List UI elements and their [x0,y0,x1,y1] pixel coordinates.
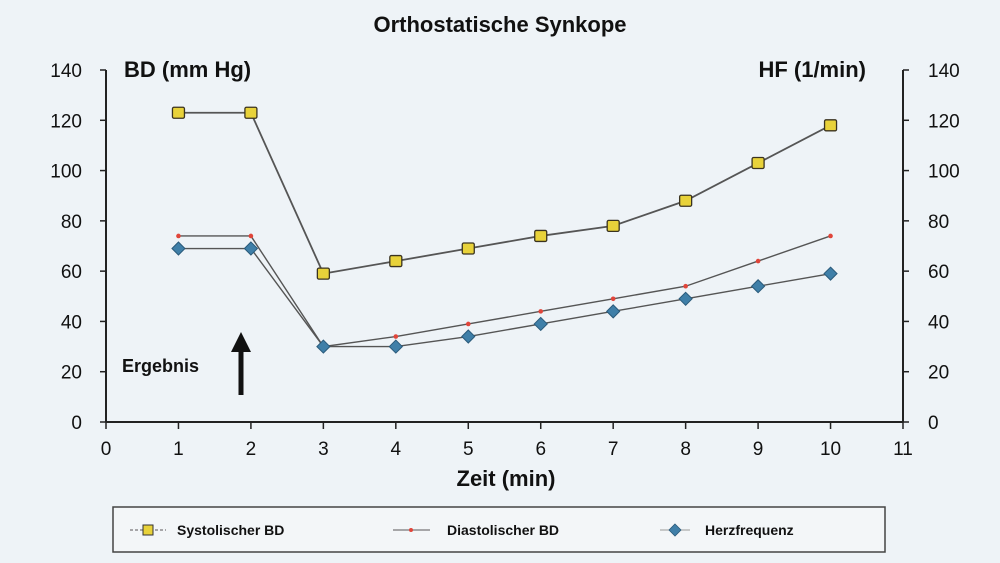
right-y-ticks: 0 20 40 60 80 100 120 140 [903,61,960,434]
data-point [533,316,548,332]
x-tick-label: 4 [391,439,402,460]
y-right-tick-label: 120 [928,111,960,132]
x-tick-label: 7 [608,439,619,460]
y-right-tick-label: 40 [928,312,949,333]
y-tick-label: 20 [61,363,82,384]
x-tick-label: 11 [893,439,913,460]
y-tick-label: 120 [50,111,82,132]
y-tick-label: 80 [61,212,82,233]
y-tick-label: 40 [61,312,82,333]
y-tick-label: 100 [50,162,82,183]
series-dot [176,233,833,349]
data-point [750,279,766,294]
legend-label: Systolischer BD [177,522,284,538]
square-marker-icon [142,524,154,536]
data-point [243,241,259,256]
annotation-ergebnis: Ergebnis [122,356,199,376]
series-layer [171,106,838,354]
data-point [316,339,331,354]
y-right-tick-label: 140 [928,61,960,82]
data-point [751,156,765,170]
data-point [610,296,616,302]
series-diamond [171,241,838,354]
x-tick-label: 3 [318,439,329,460]
y-tick-label: 140 [50,61,82,82]
data-point [171,241,186,256]
y-right-tick-label: 60 [928,262,949,283]
data-point [461,329,476,344]
legend: Systolischer BD Diastolischer BD Herzfre… [112,506,886,553]
x-tick-label: 6 [535,439,546,460]
right-axis-unit: HF (1/min) [758,57,866,82]
data-point [678,194,693,207]
series-square [171,106,838,280]
x-tick-label: 9 [753,439,764,460]
legend-item-diastolic: Diastolischer BD [393,522,559,538]
data-point [683,283,688,289]
axes [105,70,904,423]
data-point [316,267,331,280]
x-axis-label: Zeit (min) [457,466,556,491]
y-tick-label: 60 [61,262,82,283]
y-tick-label: 0 [71,413,82,434]
x-tick-label: 5 [463,439,474,460]
data-point [605,304,621,319]
y-right-tick-label: 0 [928,413,939,434]
legend-item-herzfrequenz: Herzfrequenz [660,522,794,538]
y-right-tick-label: 100 [928,162,960,183]
dot-marker-icon [409,528,413,532]
data-point [388,339,404,354]
data-point [538,309,544,314]
x-tick-label: 8 [680,439,691,460]
data-point [534,229,548,243]
data-point [244,106,258,119]
data-point [393,334,399,339]
legend-label: Diastolischer BD [447,522,559,538]
x-tick-label: 2 [246,439,257,460]
y-right-tick-label: 80 [928,212,949,233]
y-right-tick-label: 20 [928,363,949,384]
legend-label: Herzfrequenz [705,522,794,538]
left-axis-unit: BD (mm Hg) [124,57,251,82]
data-point [461,242,475,255]
data-point [678,291,693,307]
left-y-ticks: 0 20 40 60 80 100 120 140 [50,61,106,434]
data-point [755,258,761,264]
data-point [465,321,471,327]
data-point [171,106,186,119]
data-point [823,119,838,132]
data-point [828,233,833,239]
chart-title: Orthostatische Synkope [373,12,626,37]
data-point [389,254,403,268]
x-tick-label: 0 [101,439,112,460]
x-tick-label: 10 [820,439,841,460]
data-point [248,233,254,239]
data-point [823,266,838,281]
legend-item-systolic: Systolischer BD [130,522,284,538]
arrow-up-icon [231,332,251,395]
diamond-marker-icon [668,523,682,537]
x-ticks: 0 1 2 3 4 5 6 7 8 9 10 11 [101,422,913,460]
data-point [176,233,181,239]
x-tick-label: 1 [173,439,184,460]
data-point [606,219,620,233]
